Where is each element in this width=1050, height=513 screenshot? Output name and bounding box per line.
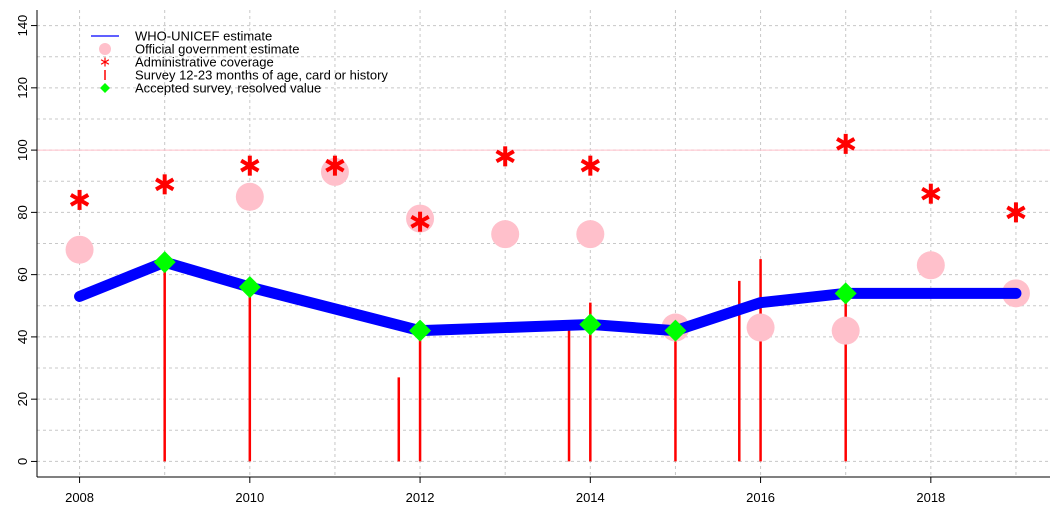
admin-point xyxy=(836,133,856,154)
legend-item-estimate: WHO-UNICEF estimate xyxy=(91,29,272,44)
x-tick-label: 2012 xyxy=(406,490,435,505)
admin-point xyxy=(921,183,941,204)
admin-point-stroke xyxy=(240,158,260,173)
government-point xyxy=(491,220,520,249)
legend-label: Official government estimate xyxy=(135,42,300,57)
admin-point-stroke xyxy=(921,186,941,201)
x-tick-label: 2008 xyxy=(65,490,94,505)
admin-point-stroke xyxy=(836,137,856,151)
admin-layer xyxy=(69,133,1026,232)
legend-label: Survey 12-23 months of age, card or hist… xyxy=(135,68,388,83)
accepted-point xyxy=(834,282,857,305)
x-tick-label: 2010 xyxy=(235,490,264,505)
legend-item-accepted: Accepted survey, resolved value xyxy=(100,81,321,96)
accepted-layer xyxy=(153,251,857,342)
x-tick-label: 2016 xyxy=(746,490,775,505)
government-point xyxy=(746,313,775,342)
government-point xyxy=(65,235,94,264)
admin-point xyxy=(69,189,90,210)
accepted-point xyxy=(238,276,261,299)
admin-point xyxy=(325,155,345,176)
axis-layer: 0 20 40 60 80 100 120 140 2008 2010 2012 2014 2016 20… xyxy=(15,10,1050,505)
admin-point-stroke xyxy=(1006,205,1026,220)
admin-point-stroke xyxy=(325,158,345,173)
y-tick-label: 140 xyxy=(15,15,30,37)
accepted-point xyxy=(579,313,602,336)
admin-point-stroke xyxy=(495,149,515,164)
legend-asterisk-symbol xyxy=(100,57,110,67)
government-point xyxy=(235,182,264,211)
admin-point xyxy=(495,146,515,167)
accepted-point xyxy=(409,319,432,342)
government-point xyxy=(916,251,945,280)
x-tick-label: 2014 xyxy=(576,490,605,505)
y-tick-label: 60 xyxy=(15,267,30,281)
accepted-point xyxy=(153,251,176,274)
admin-point-stroke xyxy=(69,193,90,207)
legend-label: WHO-UNICEF estimate xyxy=(135,29,272,44)
legend-item-admin: Administrative coverage xyxy=(100,55,274,70)
y-tick-label: 40 xyxy=(15,330,30,344)
legend-label: Administrative coverage xyxy=(135,55,274,70)
x-tick-label: 2018 xyxy=(916,490,945,505)
legend-label: Accepted survey, resolved value xyxy=(135,81,321,96)
admin-point-stroke xyxy=(155,177,175,192)
government-point xyxy=(831,316,860,345)
admin-point-stroke xyxy=(410,214,430,229)
legend-item-government: Official government estimate xyxy=(99,42,300,57)
legend-diamond-symbol xyxy=(100,83,110,93)
y-tick-label: 100 xyxy=(15,139,30,161)
admin-point xyxy=(410,211,430,232)
government-point xyxy=(576,220,605,249)
admin-point-stroke xyxy=(580,158,600,173)
estimate-layer xyxy=(74,256,1022,337)
accepted-point xyxy=(664,319,687,342)
legend-item-survey: Survey 12-23 months of age, card or hist… xyxy=(104,68,388,83)
legend-circle-symbol xyxy=(99,43,111,55)
legend-asterisk-stroke xyxy=(100,59,110,65)
estimate-line xyxy=(74,256,1022,337)
admin-point xyxy=(155,174,175,195)
admin-point xyxy=(580,155,600,176)
admin-point xyxy=(240,155,260,176)
y-tick-label: 80 xyxy=(15,205,30,219)
admin-point xyxy=(1006,202,1026,223)
y-tick-label: 0 xyxy=(15,458,30,465)
y-tick-label: 20 xyxy=(15,392,30,406)
y-tick-label: 120 xyxy=(15,77,30,99)
